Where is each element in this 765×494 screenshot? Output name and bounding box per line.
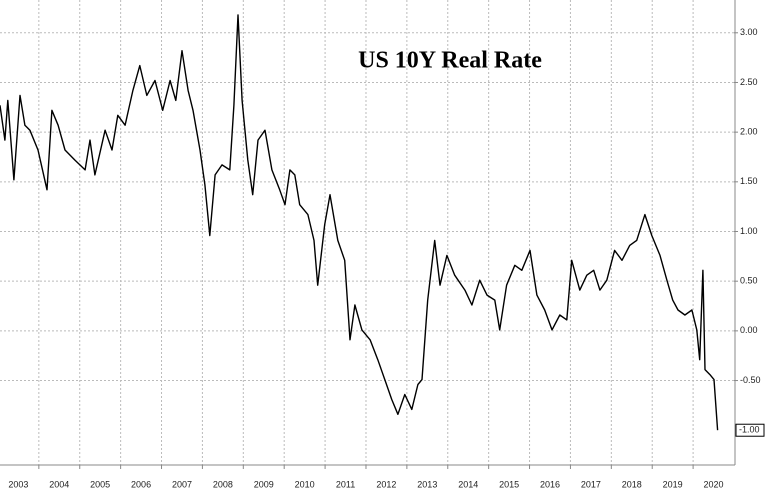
last-value-box [735,423,765,437]
x-tick-label: 2007 [172,479,192,489]
chart-title: US 10Y Real Rate [358,48,542,74]
x-tick-label: 2009 [254,479,274,489]
y-tick-label: 0.50 [740,276,758,286]
y-tick-label: 3.00 [740,27,758,37]
y-tick-label: 1.00 [740,226,758,236]
y-tick-label: -0.50 [740,375,761,385]
x-tick-label: 2012 [376,479,396,489]
x-tick-label: 2018 [622,479,642,489]
x-tick-label: 2020 [704,479,724,489]
x-tick-label: 2013 [417,479,437,489]
x-tick-label: 2014 [458,479,478,489]
grid [0,0,734,465]
data-line [0,14,719,431]
x-tick-label: 2016 [540,479,560,489]
y-tick-label: 2.00 [740,127,758,137]
last-value-label: -1.00 [739,425,760,435]
x-tick-label: 2008 [213,479,233,489]
x-tick-label: 2006 [131,479,151,489]
x-tick-label: 2003 [8,479,28,489]
y-tick-label: 0.00 [740,325,758,335]
x-tick-label: 2004 [49,479,69,489]
x-tick-label: 2011 [336,479,355,489]
x-tick-label: 2017 [581,479,601,489]
y-tick-label: 1.50 [740,176,758,186]
y-tick-label: 2.50 [740,77,758,87]
x-tick-label: 2005 [90,479,110,489]
x-tick-label: 2019 [663,479,683,489]
x-tick-label: 2015 [499,479,519,489]
x-tick-label: 2010 [295,479,315,489]
